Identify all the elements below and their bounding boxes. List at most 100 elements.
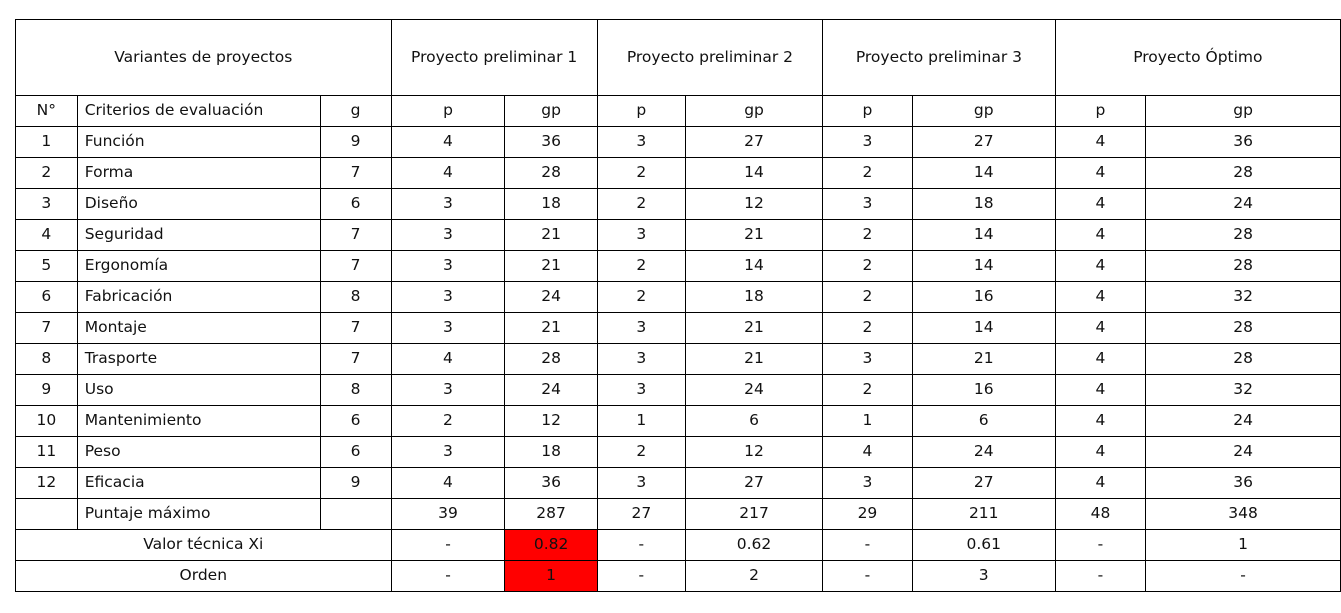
score-gp: 18 — [911, 188, 1056, 220]
score-p: 4 — [1054, 250, 1147, 282]
score-gp: 6 — [684, 405, 824, 437]
score-gp: 18 — [684, 281, 824, 313]
table-row: 3 Diseño 6 3 18 2 12 3 18 4 24 — [15, 188, 1341, 220]
summary-p: - — [1054, 560, 1147, 592]
row-number: 1 — [15, 126, 78, 158]
row-number: 6 — [15, 281, 78, 313]
technical-value-row: Valor técnica Xi -0.82-0.62-0.61-1 — [15, 529, 1341, 561]
weight-g: 6 — [319, 436, 392, 468]
score-p: 2 — [822, 312, 913, 344]
score-p: 4 — [1054, 436, 1147, 468]
criteria-header: Criterios de evaluación — [76, 95, 321, 127]
score-gp: 28 — [504, 157, 598, 189]
p-header: p — [390, 95, 506, 127]
score-gp: 21 — [504, 312, 598, 344]
project-3-header: Proyecto preliminar 3 — [822, 19, 1056, 96]
table-row: 8 Trasporte 7 4 28 3 21 3 21 4 28 — [15, 343, 1341, 375]
score-p: 2 — [596, 281, 686, 313]
table-row: 1 Función 9 4 36 3 27 3 27 4 36 — [15, 126, 1341, 158]
table-row: 4 Seguridad 7 3 21 3 21 2 14 4 28 — [15, 219, 1341, 251]
summary-p: 27 — [596, 498, 686, 530]
score-gp: 21 — [911, 343, 1056, 375]
row-number: 10 — [15, 405, 78, 437]
summary-p: - — [390, 560, 506, 592]
criterion-name: Uso — [76, 374, 321, 406]
score-gp: 27 — [911, 126, 1056, 158]
score-p: 3 — [390, 250, 506, 282]
weight-g: 8 — [319, 281, 392, 313]
table-row: 6 Fabricación 8 3 24 2 18 2 16 4 32 — [15, 281, 1341, 313]
score-gp: 18 — [504, 436, 598, 468]
score-gp: 14 — [911, 157, 1056, 189]
score-p: 4 — [390, 126, 506, 158]
score-gp: 24 — [1145, 188, 1341, 220]
score-p: 3 — [390, 281, 506, 313]
score-p: 4 — [390, 467, 506, 499]
table-row: 2 Forma 7 4 28 2 14 2 14 4 28 — [15, 157, 1341, 189]
summary-gp: 287 — [504, 498, 598, 530]
num-header: N° — [15, 95, 78, 127]
score-gp: 28 — [504, 343, 598, 375]
score-gp: 24 — [1145, 436, 1341, 468]
p-header: p — [1054, 95, 1147, 127]
score-gp: 16 — [911, 281, 1056, 313]
score-p: 3 — [596, 126, 686, 158]
summary-p: - — [822, 529, 913, 561]
criterion-name: Eficacia — [76, 467, 321, 499]
score-p: 1 — [596, 405, 686, 437]
score-p: 2 — [596, 250, 686, 282]
score-gp: 36 — [504, 126, 598, 158]
score-p: 3 — [390, 312, 506, 344]
score-p: 3 — [596, 374, 686, 406]
best-project-highlight: 1 — [504, 560, 598, 592]
score-p: 4 — [1054, 157, 1147, 189]
score-p: 4 — [1054, 405, 1147, 437]
weight-g: 7 — [319, 343, 392, 375]
max-score-row: Puntaje máximo 39 287 27 217 29 211 48 348 — [15, 498, 1341, 530]
score-gp: 28 — [1145, 219, 1341, 251]
score-p: 1 — [822, 405, 913, 437]
score-gp: 14 — [911, 312, 1056, 344]
summary-p: 39 — [390, 498, 506, 530]
score-gp: 36 — [1145, 126, 1341, 158]
score-p: 3 — [822, 188, 913, 220]
score-gp: 24 — [684, 374, 824, 406]
summary-label: Puntaje máximo — [76, 498, 321, 530]
summary-p: - — [390, 529, 506, 561]
criterion-name: Ergonomía — [76, 250, 321, 282]
project-1-header: Proyecto preliminar 1 — [390, 19, 598, 96]
score-gp: 16 — [911, 374, 1056, 406]
score-gp: 24 — [504, 374, 598, 406]
score-p: 4 — [1054, 219, 1147, 251]
summary-gp: 211 — [911, 498, 1056, 530]
score-gp: 14 — [684, 157, 824, 189]
subheader-row: N° Criterios de evaluación g p gp p gp p… — [15, 95, 1341, 127]
table-row: 5 Ergonomía 7 3 21 2 14 2 14 4 28 — [15, 250, 1341, 282]
score-p: 4 — [390, 157, 506, 189]
row-number: 9 — [15, 374, 78, 406]
table-row: 10 Mantenimiento 6 2 12 1 6 1 6 4 24 — [15, 405, 1341, 437]
summary-gp: 1 — [1145, 529, 1341, 561]
score-gp: 6 — [911, 405, 1056, 437]
score-gp: 32 — [1145, 281, 1341, 313]
table-row: 11 Peso 6 3 18 2 12 4 24 4 24 — [15, 436, 1341, 468]
weight-g: 6 — [319, 188, 392, 220]
weight-g: 7 — [319, 157, 392, 189]
criterion-name: Función — [76, 126, 321, 158]
score-gp: 21 — [684, 343, 824, 375]
score-p: 3 — [390, 188, 506, 220]
summary-p: 29 — [822, 498, 913, 530]
criterion-name: Forma — [76, 157, 321, 189]
score-gp: 27 — [684, 467, 824, 499]
empty-cell — [319, 498, 392, 530]
score-p: 3 — [822, 343, 913, 375]
table-row: 7 Montaje 7 3 21 3 21 2 14 4 28 — [15, 312, 1341, 344]
score-p: 4 — [1054, 374, 1147, 406]
score-p: 4 — [1054, 126, 1147, 158]
weight-g: 8 — [319, 374, 392, 406]
score-p: 3 — [596, 343, 686, 375]
summary-gp: 217 — [684, 498, 824, 530]
score-gp: 24 — [911, 436, 1056, 468]
score-gp: 28 — [1145, 343, 1341, 375]
project-optimo-header: Proyecto Óptimo — [1054, 19, 1341, 96]
